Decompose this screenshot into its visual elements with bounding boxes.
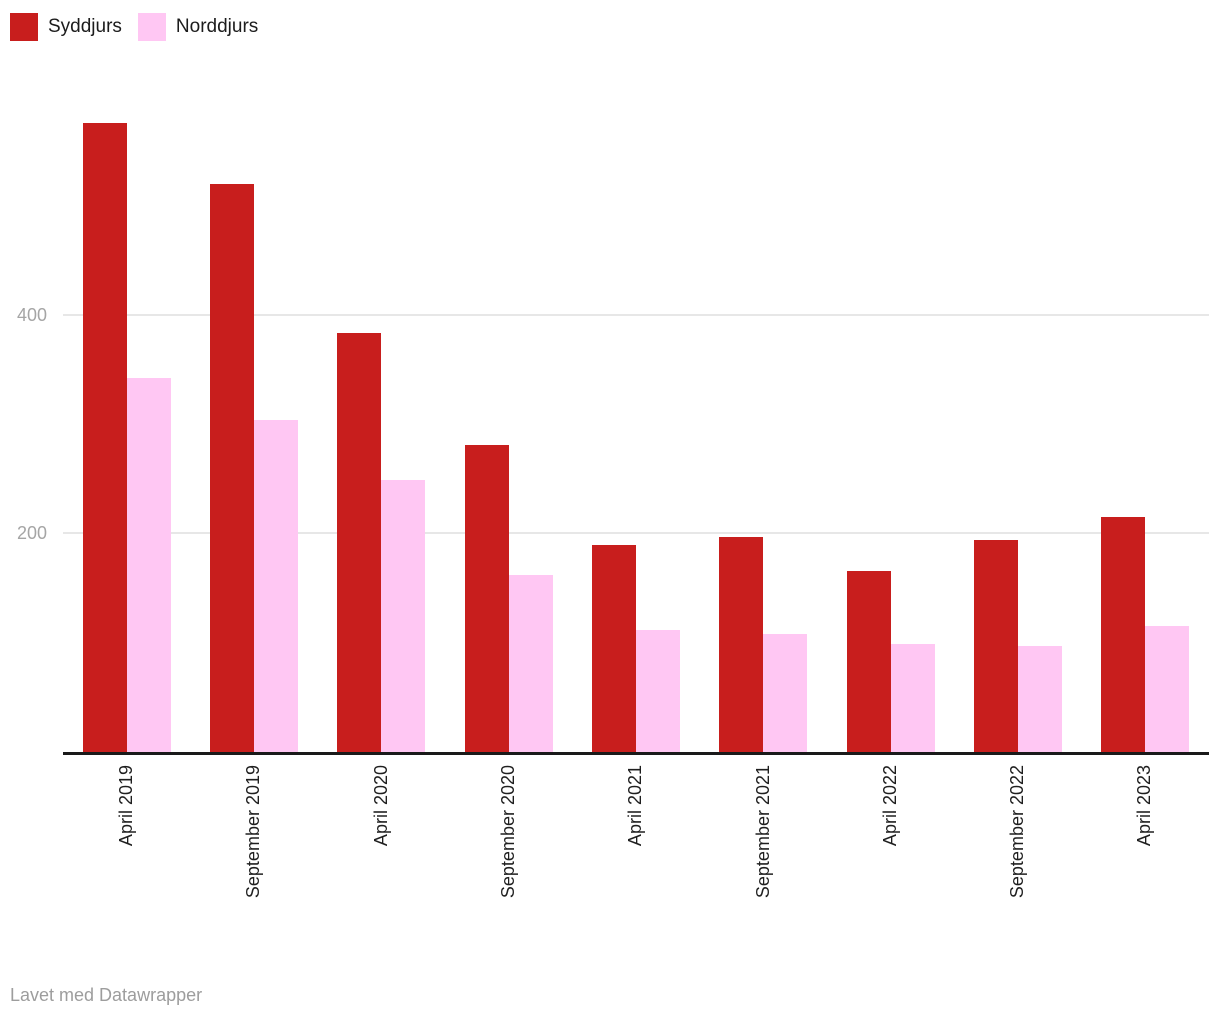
bar-norddjurs-april-2020 (381, 479, 426, 752)
bar-group-april-2023 (1082, 60, 1209, 752)
x-tick-label: April 2020 (370, 765, 391, 847)
bars-container (63, 60, 1209, 752)
x-tick-label: April 2022 (879, 765, 900, 847)
bar-group-september-2022 (954, 60, 1081, 752)
x-axis-line (63, 752, 1209, 755)
x-label-cell-april-2023: April 2023 (1082, 765, 1209, 965)
x-label-cell-april-2021: April 2021 (572, 765, 699, 965)
plot-area (63, 60, 1209, 755)
x-label-cell-september-2020: September 2020 (445, 765, 572, 965)
bar-group-april-2022 (827, 60, 954, 752)
x-label-cell-april-2019: April 2019 (63, 765, 190, 965)
bar-group-april-2020 (318, 60, 445, 752)
bar-group-september-2021 (700, 60, 827, 752)
attribution-text: Lavet med Datawrapper (10, 985, 203, 1005)
legend-label: Syddjurs (48, 16, 122, 37)
x-tick-label: September 2021 (752, 765, 773, 899)
y-axis-labels: 200 400 (0, 60, 50, 752)
x-axis-labels: April 2019 September 2019 April 2020 Septem… (63, 765, 1209, 965)
legend-label: Norddjurs (175, 16, 259, 37)
bar-norddjurs-april-2023 (1145, 626, 1190, 752)
y-tick-label-400: 400 (16, 304, 47, 325)
bar-norddjurs-april-2019 (126, 378, 171, 752)
bar-norddjurs-september-2022 (1017, 646, 1062, 752)
x-label-cell-september-2019: September 2019 (190, 765, 317, 965)
x-tick-label: April 2021 (625, 765, 646, 847)
legend: Syddjurs Norddjurs (10, 13, 274, 41)
legend-item-norddjurs: Norddjurs (137, 13, 259, 41)
bar-norddjurs-april-2022 (890, 643, 935, 752)
bar-syddjurs-april-2022 (846, 570, 891, 752)
bar-norddjurs-september-2019 (253, 419, 298, 752)
bar-syddjurs-september-2019 (209, 183, 254, 752)
bar-norddjurs-april-2021 (635, 629, 680, 752)
legend-swatch-syddjurs (10, 13, 38, 41)
x-tick-label: April 2019 (115, 765, 136, 847)
bar-syddjurs-september-2021 (719, 536, 764, 752)
bar-syddjurs-september-2020 (464, 444, 509, 752)
bar-syddjurs-april-2021 (591, 545, 636, 752)
bar-group-april-2019 (63, 60, 190, 752)
x-label-cell-september-2022: September 2022 (954, 765, 1081, 965)
gridline-400 (63, 313, 1209, 316)
bar-norddjurs-september-2020 (508, 574, 553, 752)
x-label-cell-april-2022: April 2022 (827, 765, 954, 965)
bar-group-april-2021 (572, 60, 699, 752)
bar-syddjurs-april-2023 (1101, 517, 1146, 752)
x-tick-label: September 2019 (243, 765, 264, 899)
legend-swatch-norddjurs (137, 13, 166, 41)
legend-item-syddjurs: Syddjurs (10, 13, 122, 41)
x-tick-label: September 2020 (497, 765, 518, 899)
bar-norddjurs-september-2021 (763, 633, 808, 752)
bar-syddjurs-april-2019 (82, 123, 127, 752)
bar-syddjurs-april-2020 (337, 333, 382, 752)
x-tick-label: September 2022 (1007, 765, 1028, 899)
x-label-cell-september-2021: September 2021 (700, 765, 827, 965)
bar-group-september-2020 (445, 60, 572, 752)
gridline-200 (63, 532, 1209, 535)
bar-syddjurs-september-2022 (973, 539, 1018, 752)
bar-group-september-2019 (190, 60, 317, 752)
x-tick-label: April 2023 (1134, 765, 1155, 847)
y-tick-label-200: 200 (16, 523, 47, 544)
x-label-cell-april-2020: April 2020 (318, 765, 445, 965)
